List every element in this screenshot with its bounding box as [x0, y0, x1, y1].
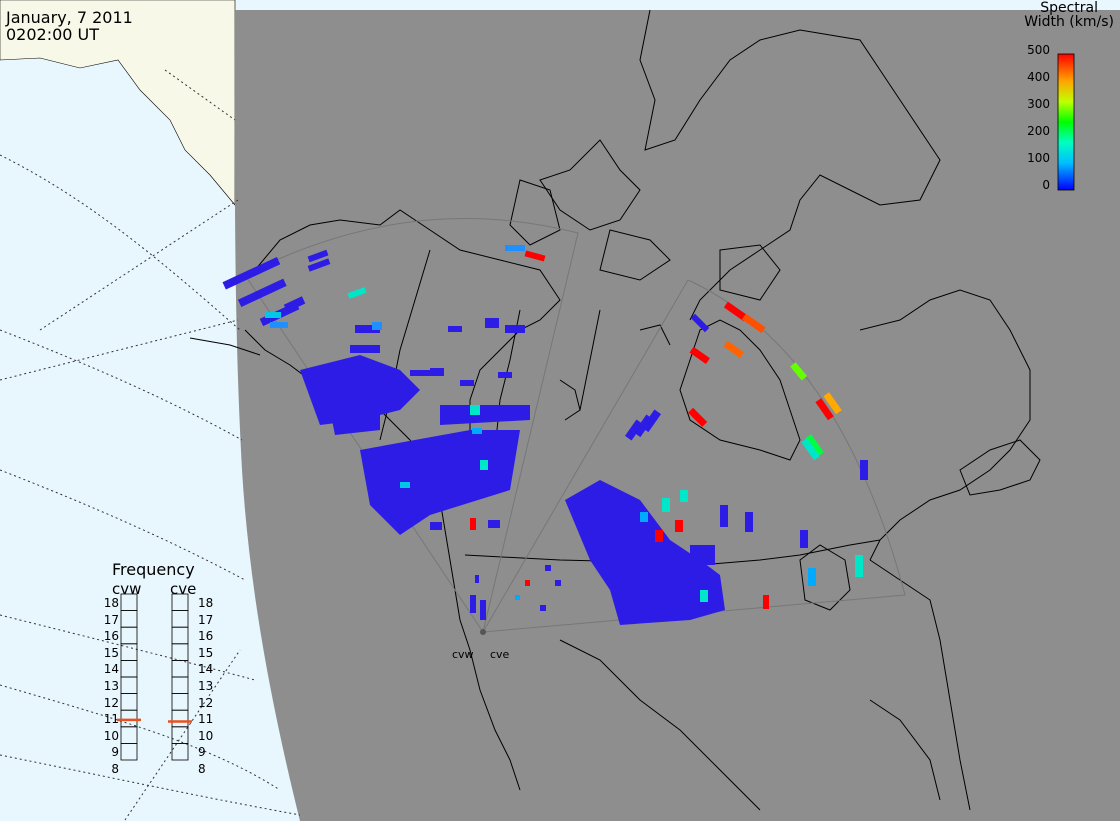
cvw-frequency-tick: 15 — [103, 645, 119, 660]
time-label: 0202:00 UT — [6, 25, 100, 44]
cvw-frequency-tick: 10 — [103, 728, 119, 743]
cve-frequency-tick: 15 — [198, 645, 214, 660]
frequency-boxes — [117, 593, 192, 761]
borders — [379, 249, 881, 566]
colorbar-tick: 100 — [1027, 151, 1050, 165]
colorbar-tick: 0 — [1042, 178, 1050, 192]
cvw-highwidth — [265, 245, 546, 530]
cve-frequency-tick: 11 — [198, 712, 214, 727]
cvw-frequency-tick: 13 — [103, 679, 119, 693]
cve-frequency-tick: 17 — [198, 612, 214, 627]
cvw-frequency-tick: 9 — [111, 745, 119, 760]
cvw-frequency-tick: 12 — [103, 695, 119, 710]
cve-frequency-tick: 9 — [198, 745, 206, 760]
cvw-frequency-tick: 14 — [103, 662, 119, 677]
cve-frequency-tick: 18 — [198, 596, 214, 610]
globe-land — [234, 10, 1120, 821]
radar-label-cve: cve — [490, 648, 510, 661]
cve-highwidth — [515, 301, 863, 609]
longitude-lines — [0, 69, 241, 821]
cvw-frequency-tick: 17 — [103, 612, 119, 627]
frequency-title: Frequency — [112, 560, 195, 579]
cve-frequency-cell — [171, 743, 189, 761]
cvw-frequency-tick: 8 — [111, 762, 119, 776]
cve-fov — [482, 279, 906, 633]
frequency-cvw-label: cvw — [112, 580, 142, 598]
colorbar-title-1: Spectral — [1040, 0, 1098, 16]
colorbar-tick: 300 — [1027, 97, 1050, 111]
cvw-frequency-tick: 11 — [103, 712, 119, 727]
colorbar-tick: 500 — [1027, 43, 1050, 57]
colorbar — [1057, 53, 1075, 191]
frequency-cve-label: cve — [170, 580, 197, 598]
cve-frequency-tick: 10 — [198, 728, 214, 743]
date-label: January, 7 2011 — [6, 8, 133, 27]
cve-frequency-tick: 13 — [198, 679, 214, 693]
colorbar-title-2: Width (km/s) — [1024, 14, 1114, 30]
cvw-frequency-tick: 16 — [103, 629, 119, 644]
cvw-frequency-tick: 18 — [103, 596, 119, 610]
cve-frequency-tick: 8 — [198, 762, 206, 776]
cve-frequency-tick: 16 — [198, 629, 214, 644]
colorbar-tick: 400 — [1027, 70, 1050, 84]
coastlines — [189, 9, 1041, 811]
cve-frequency-tick: 14 — [198, 662, 214, 677]
colorbar-tick: 200 — [1027, 124, 1050, 138]
cvw-scatter — [222, 249, 530, 620]
radar-site-marker — [480, 629, 486, 635]
cve-scatter — [540, 313, 868, 625]
cve-frequency-tick: 12 — [198, 695, 214, 710]
cvw-frequency-cell — [120, 743, 138, 761]
radar-label-cvw: cvw — [452, 648, 474, 661]
